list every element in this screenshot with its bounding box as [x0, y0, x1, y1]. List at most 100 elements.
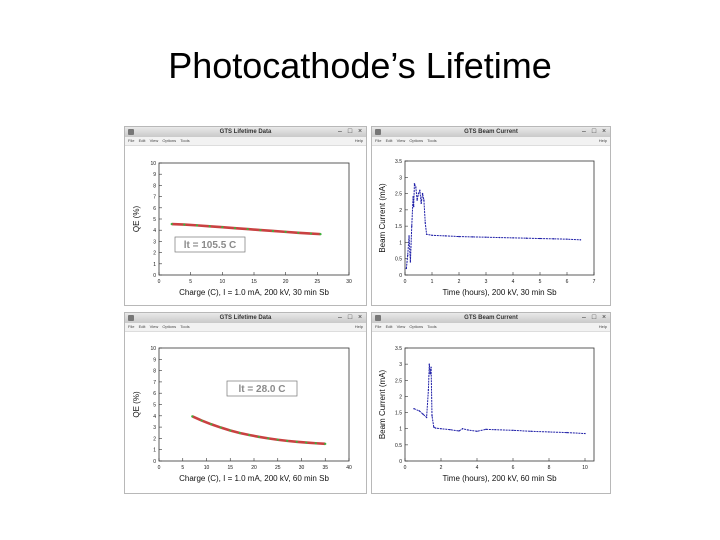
annotation-box: [174, 236, 246, 253]
y-tick-label: 1: [153, 262, 156, 268]
menu-tools[interactable]: Tools: [427, 138, 437, 143]
menu-tools[interactable]: Tools: [427, 324, 437, 329]
x-tick-label: 4: [476, 465, 479, 471]
menu-help[interactable]: Help: [354, 138, 363, 143]
menu-edit[interactable]: Edit: [138, 324, 146, 329]
x-tick-label: 8: [548, 465, 551, 471]
data-point: [191, 415, 194, 418]
data-point: [412, 205, 415, 208]
close-icon[interactable]: ×: [601, 314, 607, 321]
data-point: [309, 232, 313, 235]
data-point: [257, 435, 260, 438]
close-icon[interactable]: ×: [601, 128, 607, 135]
data-point: [431, 415, 433, 417]
data-point: [427, 389, 430, 391]
data-point: [584, 432, 586, 435]
menu-view[interactable]: View: [149, 138, 159, 143]
data-point: [295, 440, 298, 443]
beam-current-plot-2: 0 0.5 1 1.5 2 2.5 3 3.5 0 2 4 6 8 10 Time (hours), 200…: [378, 346, 595, 483]
data-point: [429, 373, 431, 375]
qe-vs-charge-plot-1: 0 1 2 3 4 5 6 7 8 9 10 0 5 10 15 20 25 30 Charge (C), I = …: [132, 161, 352, 297]
y-tick-label: 2: [399, 208, 402, 214]
maximize-icon[interactable]: □: [347, 314, 353, 321]
menu-view[interactable]: View: [396, 138, 406, 143]
menu-view[interactable]: View: [149, 324, 159, 329]
data-point: [210, 423, 213, 426]
data-point: [552, 238, 555, 240]
y-tick-label: 8: [153, 183, 156, 189]
menu-file[interactable]: File: [375, 324, 382, 329]
x-tick-label: 20: [251, 465, 257, 471]
x-tick-label: 30: [346, 279, 352, 285]
y-tick-label: 10: [150, 346, 156, 352]
close-icon[interactable]: ×: [357, 128, 363, 135]
y-tick-label: 0: [399, 273, 402, 279]
menu-options[interactable]: Options: [409, 138, 424, 143]
menu-help[interactable]: Help: [354, 324, 363, 329]
y-tick-label: 7: [153, 195, 156, 201]
y-tick-label: 4: [153, 228, 156, 234]
menu-tools[interactable]: Tools: [180, 138, 190, 143]
menu-edit[interactable]: Edit: [385, 324, 393, 329]
lifetime-annotation: lt = 28.0 C: [239, 384, 286, 395]
menu-edit[interactable]: Edit: [138, 138, 146, 143]
data-point: [246, 227, 249, 231]
data-point: [539, 237, 541, 240]
menu-edit[interactable]: Edit: [385, 138, 393, 143]
data-point: [471, 236, 474, 238]
menu-view[interactable]: View: [396, 324, 406, 329]
data-point: [219, 426, 222, 429]
data-point: [170, 222, 173, 226]
close-icon[interactable]: ×: [357, 314, 363, 321]
plot-frame: [404, 160, 595, 276]
data-point: [413, 407, 415, 410]
menu-options[interactable]: Options: [162, 138, 177, 143]
app-icon: [375, 129, 381, 135]
menu-options[interactable]: Options: [162, 324, 177, 329]
x-axis-label: Time (hours), 200 kV, 60 min Sb: [442, 474, 557, 483]
x-axis-label: Time (hours), 200 kV, 30 min Sb: [442, 288, 557, 297]
data-point: [485, 428, 487, 431]
y-tick-label: 0: [399, 459, 402, 465]
menu-help[interactable]: Help: [598, 138, 607, 143]
maximize-icon[interactable]: □: [591, 314, 597, 321]
menu-file[interactable]: File: [375, 138, 382, 143]
x-tick-label: 5: [539, 279, 542, 285]
data-point: [324, 442, 327, 445]
minimize-icon[interactable]: –: [582, 128, 586, 135]
x-tick-label: 30: [299, 465, 305, 471]
maximize-icon[interactable]: □: [591, 128, 597, 135]
data-point: [434, 427, 437, 429]
x-tick-label: 15: [251, 279, 257, 285]
minimize-icon[interactable]: –: [582, 314, 586, 321]
beam-current-line: [413, 364, 586, 435]
maximize-icon[interactable]: □: [347, 128, 353, 135]
menu-tools[interactable]: Tools: [180, 324, 190, 329]
y-tick-label: 9: [153, 357, 156, 363]
data-point: [415, 186, 417, 188]
data-point: [423, 199, 425, 201]
y-tick-label: 1: [399, 427, 402, 433]
data-point: [305, 441, 308, 444]
menu-file[interactable]: File: [128, 324, 135, 329]
menu-options[interactable]: Options: [409, 324, 424, 329]
window-title: GTS Beam Current: [464, 315, 518, 321]
y-tick-label: 0.5: [395, 443, 402, 449]
x-tick-label: 1: [431, 279, 434, 285]
menu-file[interactable]: File: [128, 138, 135, 143]
data-point: [208, 225, 211, 228]
minimize-icon[interactable]: –: [338, 128, 342, 135]
data-point: [408, 235, 410, 237]
data-point: [430, 366, 432, 369]
app-icon: [128, 129, 134, 135]
data-point: [271, 229, 275, 233]
x-tick-label: 7: [593, 279, 596, 285]
plot-frame: [404, 347, 595, 462]
data-point: [286, 439, 289, 442]
minimize-icon[interactable]: –: [338, 314, 342, 321]
annotation-box: [226, 380, 298, 397]
data-point: [449, 428, 451, 431]
menu-bar: File Edit View Options Tools Help: [372, 323, 610, 332]
x-tick-label: 4: [512, 279, 515, 285]
menu-help[interactable]: Help: [598, 324, 607, 329]
